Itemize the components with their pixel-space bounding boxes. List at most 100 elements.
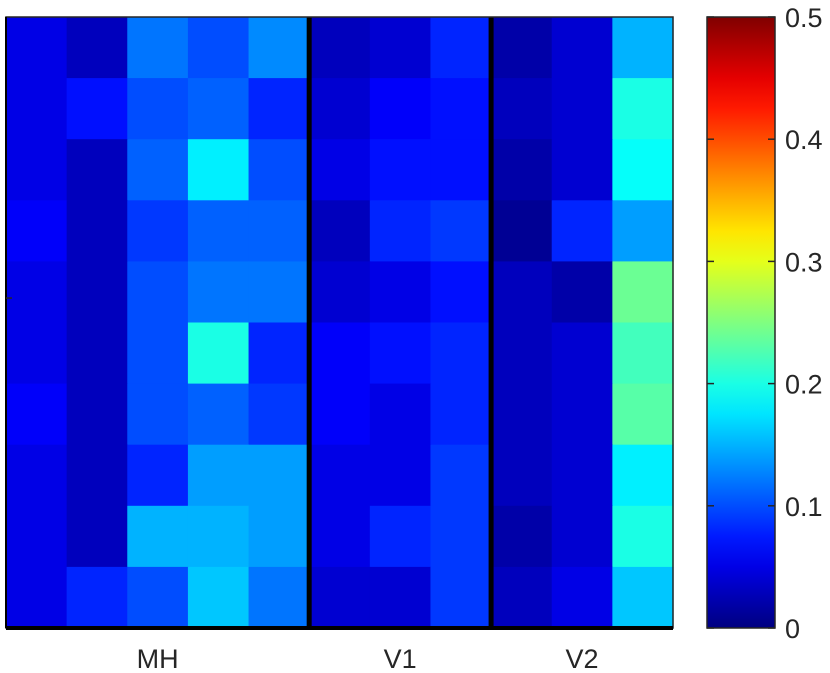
heatmap-cell-r0-c6 — [369, 17, 432, 79]
heatmap-cell-r3-c2 — [127, 200, 189, 262]
heatmap-cell-r8-c4 — [248, 505, 310, 568]
heatmap-cell-r1-c1 — [66, 78, 128, 140]
heatmap-cell-r3-c9 — [551, 200, 613, 262]
heatmap-cell-r3-c5 — [309, 200, 371, 262]
heatmap-cell-r2-c7 — [430, 139, 492, 201]
colorbar-tick-label-3: 0.3 — [785, 247, 823, 277]
heatmap-cell-r6-c5 — [309, 383, 371, 446]
heatmap-cell-r3-c4 — [248, 200, 310, 262]
heatmap-cell-r7-c9 — [551, 444, 613, 507]
heatmap-cell-r1-c9 — [551, 78, 613, 140]
heatmap-cell-r2-c1 — [66, 139, 128, 201]
heatmap-cell-r4-c10 — [612, 261, 674, 324]
heatmap-cell-r7-c8 — [491, 444, 553, 507]
colorbar — [706, 16, 776, 629]
heatmap-cell-r4-c6 — [369, 261, 432, 324]
heatmap-cell-r5-c5 — [309, 322, 371, 385]
heatmap-cell-r6-c8 — [491, 383, 553, 446]
heatmap-cell-r0-c10 — [612, 17, 674, 79]
heatmap-cell-r1-c3 — [187, 78, 250, 140]
heatmap-cells — [6, 17, 674, 629]
x-axis-ticks: MH V1 V2 — [137, 644, 599, 673]
colorbar-tick-label-1: 0.1 — [785, 492, 823, 522]
heatmap-cell-r2-c6 — [369, 139, 432, 201]
heatmap-cell-r0-c9 — [551, 17, 613, 79]
heatmap-cell-r6-c9 — [551, 383, 613, 446]
heatmap-cell-r1-c2 — [127, 78, 189, 140]
heatmap-cell-r6-c4 — [248, 383, 310, 446]
colorbar-tick-label-2: 0.2 — [785, 370, 823, 400]
heatmap-cell-r6-c10 — [612, 383, 674, 446]
heatmap-cell-r5-c10 — [612, 322, 674, 385]
heatmap-cell-r6-c0 — [6, 383, 68, 446]
colorbar-tick-label-0: 0 — [785, 614, 800, 644]
heatmap-cell-r8-c8 — [491, 505, 553, 568]
heatmap-cell-r3-c8 — [491, 200, 553, 262]
heatmap-cell-r0-c7 — [430, 17, 492, 79]
heatmap-cell-r7-c1 — [66, 444, 128, 507]
heatmap-cell-r6-c1 — [66, 383, 128, 446]
heatmap-cell-r4-c4 — [248, 261, 310, 324]
heatmap-cell-r4-c9 — [551, 261, 613, 324]
heatmap-cell-r2-c3 — [187, 139, 250, 201]
heatmap-cell-r3-c1 — [66, 200, 128, 262]
heatmap-cell-r3-c0 — [6, 200, 68, 262]
heatmap-cell-r8-c2 — [127, 505, 189, 568]
heatmap-cell-r5-c9 — [551, 322, 613, 385]
heatmap-cell-r7-c2 — [127, 444, 189, 507]
heatmap-cell-r4-c5 — [309, 261, 371, 324]
heatmap-cell-r0-c0 — [6, 17, 68, 79]
heatmap-cell-r3-c7 — [430, 200, 492, 262]
heatmap-cell-r3-c6 — [369, 200, 432, 262]
heatmap-cell-r5-c8 — [491, 322, 553, 385]
heatmap-cell-r5-c6 — [369, 322, 432, 385]
heatmap-cell-r4-c8 — [491, 261, 553, 324]
heatmap-cell-r8-c6 — [369, 505, 432, 568]
heatmap-cell-r9-c3 — [187, 566, 250, 629]
heatmap-cell-r4-c7 — [430, 261, 492, 324]
heatmap-cell-r2-c8 — [491, 139, 553, 201]
heatmap-cell-r9-c5 — [309, 566, 371, 629]
heatmap-cell-r1-c5 — [309, 78, 371, 140]
heatmap-cell-r9-c8 — [491, 566, 553, 629]
heatmap-cell-r2-c2 — [127, 139, 189, 201]
heatmap-cell-r8-c3 — [187, 505, 250, 568]
heatmap-cell-r9-c2 — [127, 566, 189, 629]
heatmap-cell-r1-c4 — [248, 78, 310, 140]
heatmap-cell-r4-c3 — [187, 261, 250, 324]
heatmap-cell-r5-c3 — [187, 322, 250, 385]
heatmap-cell-r9-c0 — [6, 566, 68, 629]
group-separators — [306, 17, 494, 628]
heatmap-cell-r7-c6 — [369, 444, 432, 507]
heatmap-cell-r0-c3 — [187, 17, 250, 79]
x-tick-label-mh: MH — [137, 644, 179, 673]
heatmap-cell-r2-c4 — [248, 139, 310, 201]
heatmap-cell-r9-c1 — [66, 566, 128, 629]
heatmap-cell-r8-c9 — [551, 505, 613, 568]
heatmap-cell-r5-c0 — [6, 322, 68, 385]
heatmap-cell-r8-c5 — [309, 505, 371, 568]
heatmap-cell-r9-c9 — [551, 566, 613, 629]
heatmap-cell-r6-c7 — [430, 383, 492, 446]
heatmap-cell-r6-c6 — [369, 383, 432, 446]
heatmap-cell-r0-c2 — [127, 17, 189, 79]
heatmap-cell-r4-c2 — [127, 261, 189, 324]
heatmap-cell-r0-c5 — [309, 17, 371, 79]
colorbar-tick-label-5: 0.5 — [785, 3, 823, 33]
heatmap-cell-r8-c0 — [6, 505, 68, 568]
x-tick-label-v1: V1 — [384, 644, 417, 673]
heatmap-cell-r7-c3 — [187, 444, 250, 507]
heatmap-cell-r8-c7 — [430, 505, 492, 568]
heatmap-cell-r4-c1 — [66, 261, 128, 324]
heatmap-cell-r1-c6 — [369, 78, 432, 140]
heatmap-cell-r1-c0 — [6, 78, 68, 140]
heatmap-cell-r7-c4 — [248, 444, 310, 507]
heatmap-cell-r7-c5 — [309, 444, 371, 507]
heatmap-cell-r9-c7 — [430, 566, 492, 629]
heatmap-cell-r1-c8 — [491, 78, 553, 140]
colorbar-ticks: 0 0.1 0.2 0.3 0.4 0.5 — [707, 3, 823, 644]
heatmap-cell-r4-c0 — [6, 261, 68, 324]
heatmap-cell-r5-c7 — [430, 322, 492, 385]
heatmap-cell-r7-c0 — [6, 444, 68, 507]
